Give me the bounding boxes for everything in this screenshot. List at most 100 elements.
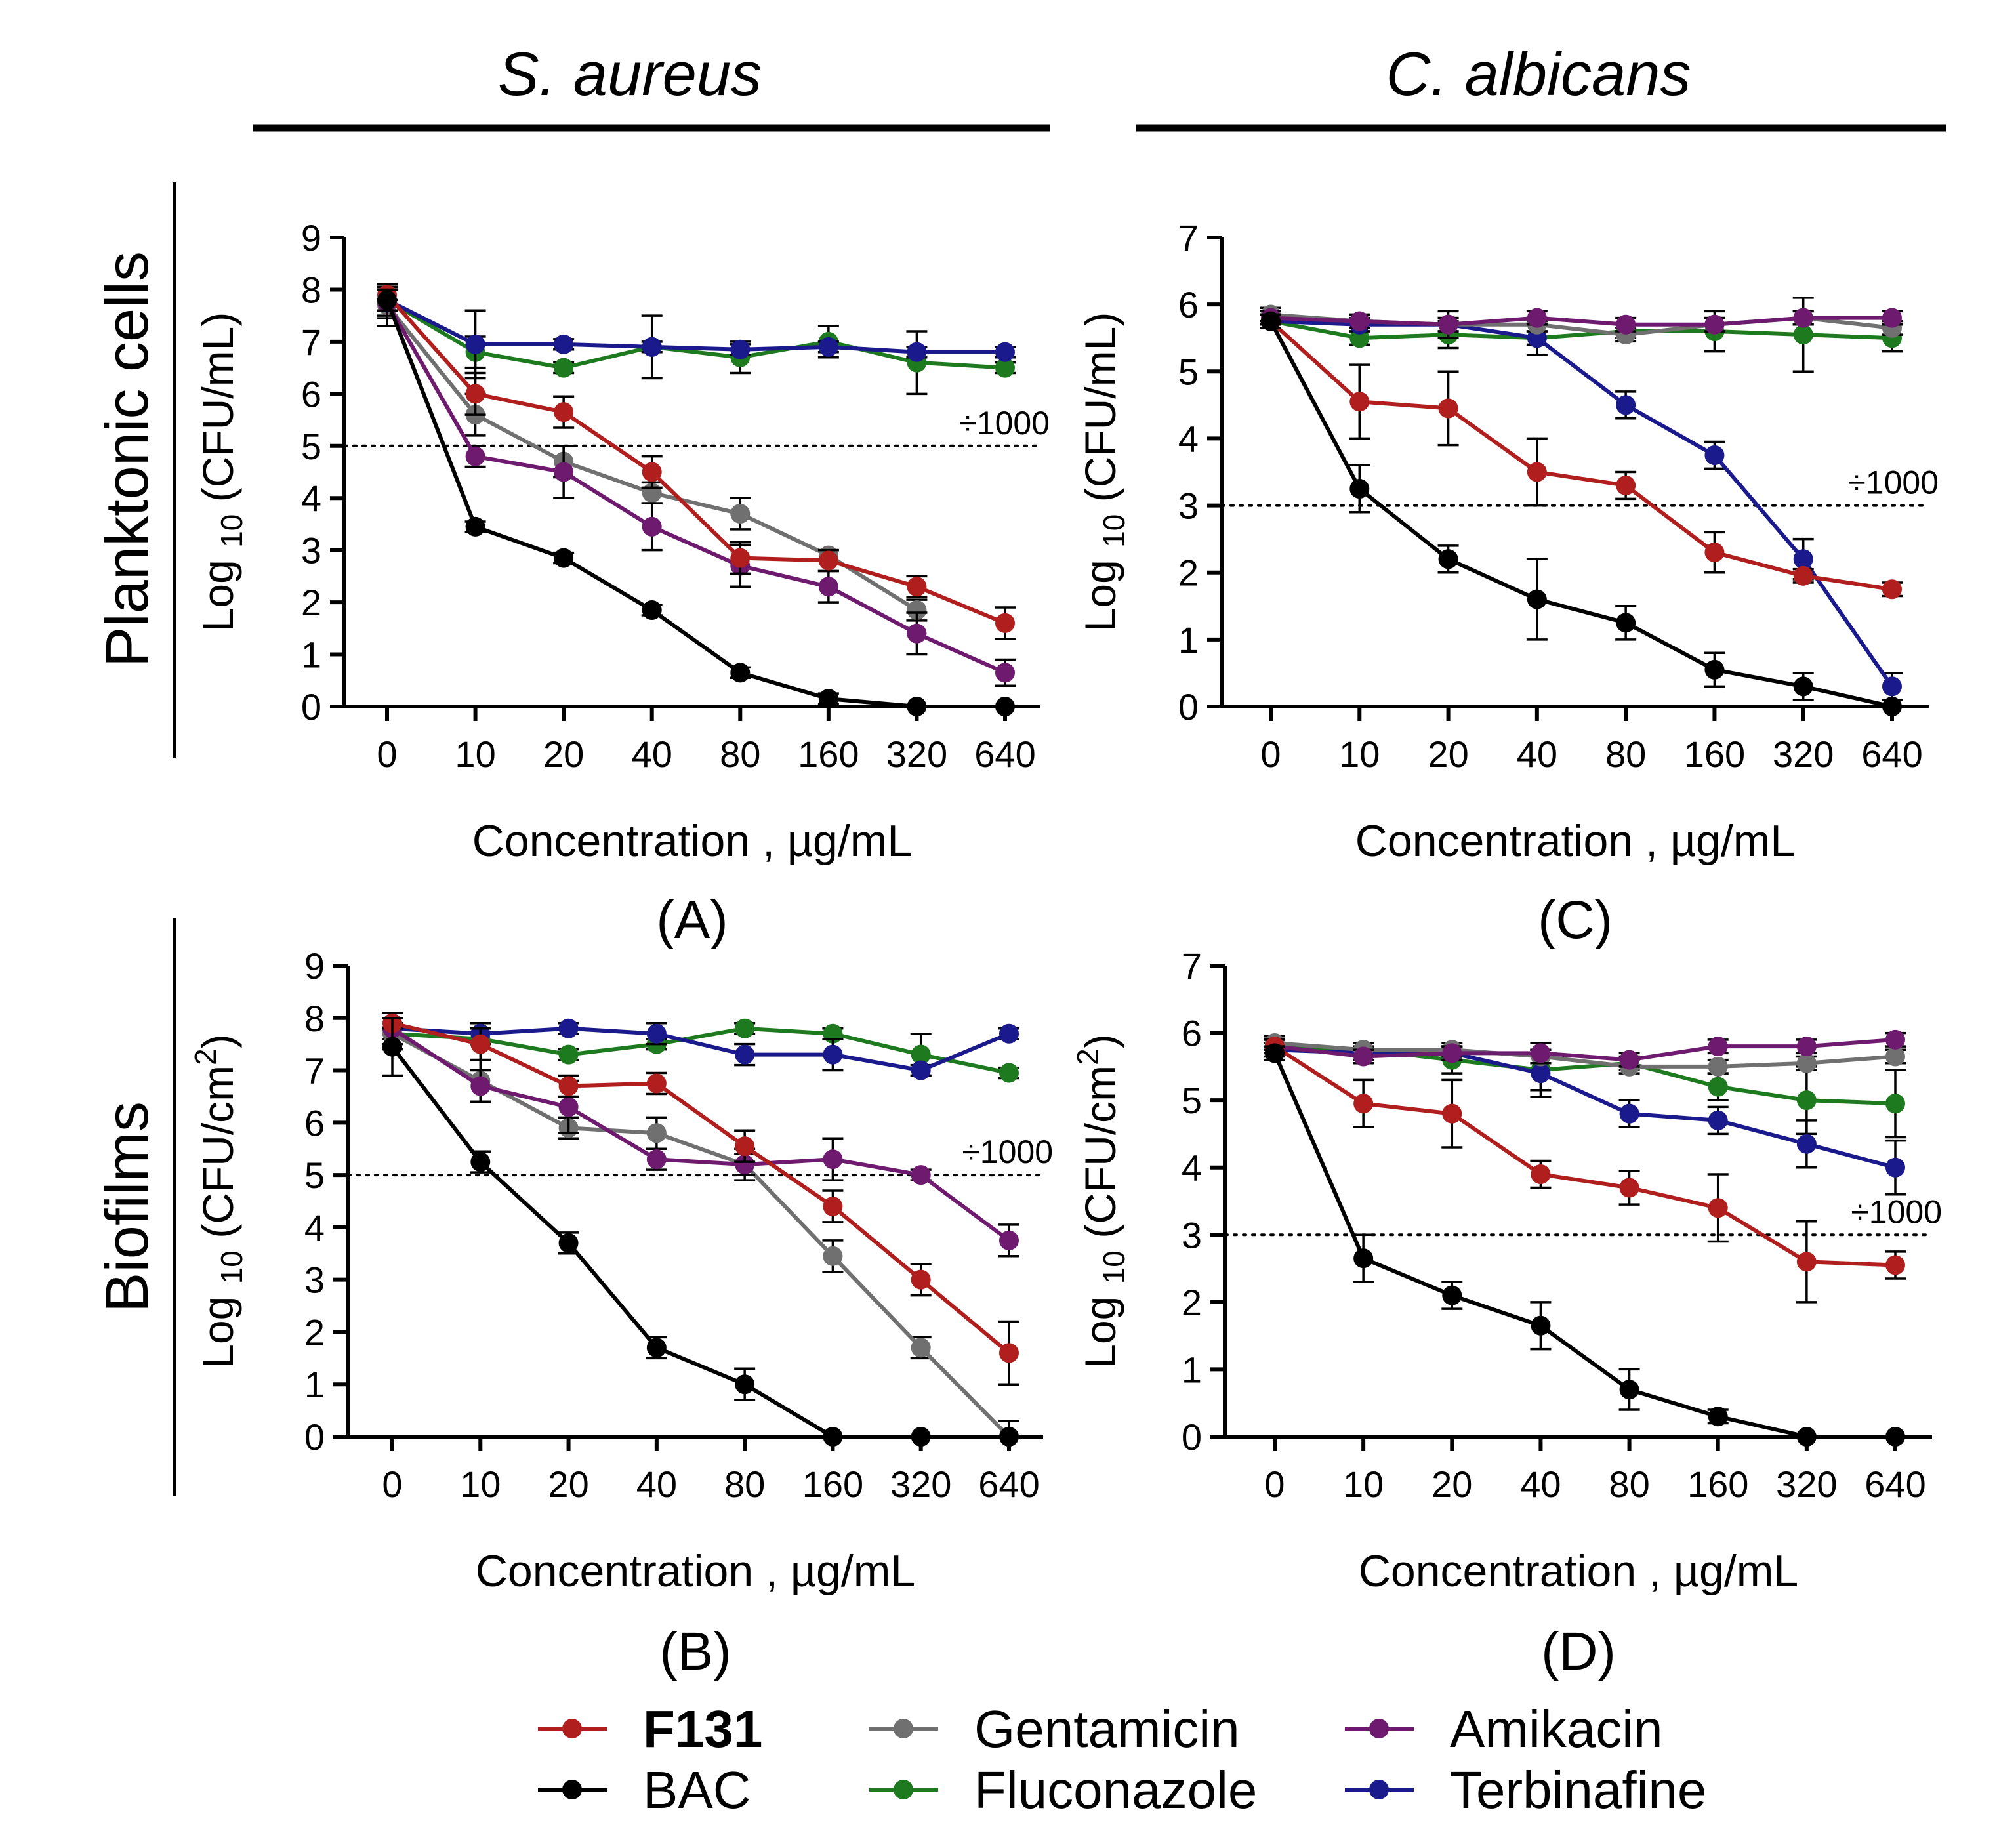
series-bac [1264, 1043, 1905, 1447]
data-point [1793, 325, 1813, 345]
series-line [1270, 319, 1894, 688]
series-line [385, 301, 1006, 675]
chart-panel-d: 0 1 2 3 4 5 6 7 0 10 20 40 80 160 320 640 ÷1000 Log 10 (C… [1071, 945, 1942, 1681]
y-tick-label: 1 [304, 1364, 325, 1405]
series-f131 [382, 1013, 1019, 1386]
x-tick-label: 0 [1260, 733, 1281, 775]
x-tick-label: 10 [460, 1464, 501, 1505]
y-axis-label: Log 10 (CFU/mL) [1076, 312, 1131, 632]
legend-label: Amikacin [1450, 1700, 1663, 1758]
x-tick-label: 320 [1776, 1464, 1837, 1505]
series-line [1269, 319, 1893, 592]
data-point [1793, 308, 1813, 328]
data-point [1616, 395, 1636, 415]
legend-entry-bac: BAC [538, 1761, 751, 1819]
series-bac [1260, 311, 1902, 716]
x-axis-label: Concentration , µg/mL [1359, 1546, 1798, 1596]
y-tick-label: 3 [301, 530, 321, 571]
data-point [1442, 1043, 1462, 1063]
y-axis-label-close: ) [1076, 1034, 1124, 1048]
x-tick-label: 40 [636, 1464, 677, 1505]
x-tick-label: 640 [1861, 733, 1922, 775]
legend-label: F131 [643, 1700, 762, 1758]
y-tick-label: 2 [301, 582, 321, 623]
data-point [818, 577, 838, 597]
y-tick-label: 2 [1178, 552, 1199, 594]
data-point [470, 1076, 491, 1096]
threshold-label: ÷1000 [962, 1134, 1053, 1170]
data-point [730, 548, 751, 568]
data-point [1796, 1252, 1817, 1272]
data-point [558, 1097, 579, 1117]
data-point [911, 1427, 931, 1447]
panel-label: (A) [656, 890, 728, 950]
data-point [907, 697, 927, 716]
data-point [999, 1343, 1019, 1363]
data-point [911, 1060, 931, 1080]
data-point [382, 1037, 402, 1057]
y-tick-label: 6 [1182, 1013, 1202, 1054]
y-tick-label: 0 [304, 1416, 325, 1458]
y-tick-label: 5 [1178, 351, 1199, 392]
data-point [730, 663, 751, 683]
data-point [735, 1136, 755, 1157]
data-point [1261, 311, 1281, 331]
column-header-c-albicans: C. albicans [1386, 39, 1691, 108]
data-point [646, 1023, 667, 1044]
y-axis-label-sub: 10 [1097, 514, 1131, 548]
y-tick-label: 8 [304, 998, 325, 1039]
data-point [999, 1063, 1019, 1083]
series-line [385, 293, 1006, 625]
data-point [735, 1155, 755, 1175]
legend-swatch-marker [894, 1780, 913, 1799]
data-point [470, 1152, 491, 1172]
x-tick-label: 160 [798, 733, 859, 775]
data-point [999, 1427, 1019, 1447]
y-tick-label: 4 [304, 1207, 325, 1248]
series-line [1274, 1037, 1896, 1062]
data-point [1882, 308, 1902, 328]
data-point [995, 358, 1015, 378]
legend-label: Fluconazole [974, 1761, 1257, 1819]
data-point [558, 1044, 579, 1065]
x-axis-label: Concentration , µg/mL [476, 1546, 915, 1596]
series-line [1274, 1048, 1896, 1170]
x-tick-label: 20 [1428, 733, 1468, 775]
data-point [1882, 676, 1902, 697]
data-point [1796, 1053, 1817, 1073]
y-tick-label: 6 [301, 373, 321, 415]
data-point [823, 1246, 843, 1266]
data-point [1619, 1178, 1639, 1198]
data-point [1708, 1407, 1728, 1427]
data-point [730, 504, 751, 524]
data-point [823, 1427, 843, 1447]
legend-swatch-marker [562, 1719, 582, 1738]
data-point [1708, 1077, 1728, 1097]
chart-panel-b: 0 1 2 3 4 5 6 7 8 9 0 10 20 40 80 160 320 640 ÷1000 Log 10 … [188, 945, 1053, 1681]
y-tick-label: 3 [1178, 485, 1199, 527]
data-point [911, 1165, 931, 1185]
data-point [995, 663, 1015, 683]
data-point [1353, 1248, 1374, 1269]
series-line [391, 1027, 1010, 1242]
y-axis-label-log: Log [1076, 1284, 1124, 1368]
x-tick-label: 20 [548, 1464, 588, 1505]
y-tick-label: 4 [1178, 418, 1199, 459]
data-point [642, 462, 662, 482]
data-point [1796, 1427, 1817, 1447]
data-point [995, 342, 1015, 362]
y-tick-label: 7 [1182, 945, 1202, 987]
data-point [1796, 1134, 1817, 1154]
data-point [818, 550, 838, 571]
x-tick-label: 10 [455, 733, 495, 775]
data-point [1527, 589, 1547, 609]
series-line [1270, 316, 1892, 327]
x-tick-label: 40 [1520, 1464, 1561, 1505]
data-point [558, 1076, 579, 1096]
data-point [1442, 1103, 1462, 1124]
y-tick-label: 5 [301, 426, 321, 467]
data-point [1619, 1050, 1639, 1070]
data-point [995, 613, 1015, 633]
x-tick-label: 80 [724, 1464, 765, 1505]
